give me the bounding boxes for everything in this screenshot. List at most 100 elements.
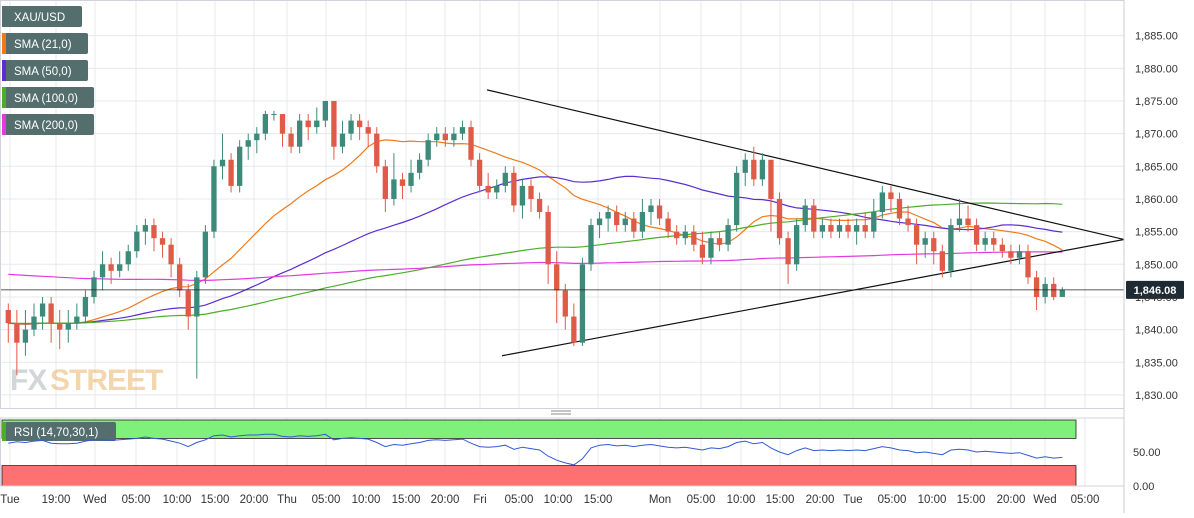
candle-body: [708, 238, 714, 258]
x-tick-label: 20:00: [806, 494, 835, 506]
candle-body: [211, 166, 217, 232]
candle-body: [442, 133, 448, 141]
candle-body: [236, 146, 243, 186]
legend-label: XAU/USD: [14, 12, 65, 24]
svg-text:FX: FX: [10, 364, 47, 397]
candle-body: [39, 303, 46, 317]
x-tick-label: 05:00: [1071, 494, 1100, 506]
y-tick-label: 1,840.00: [1135, 325, 1178, 337]
legend-swatch: [2, 33, 6, 54]
candle-body: [956, 218, 963, 226]
candle-body: [356, 120, 363, 128]
candle-body: [219, 159, 226, 167]
x-tick-label: 15:00: [766, 494, 795, 506]
candle-body: [22, 329, 29, 343]
candle-body: [776, 198, 783, 239]
candle-body: [528, 185, 534, 199]
x-tick-label: 15:00: [957, 494, 986, 506]
candle-body: [554, 264, 560, 291]
candle-body: [871, 212, 877, 232]
candle-body: [142, 225, 149, 232]
candle-body: [785, 238, 791, 265]
legend-item-box: [2, 87, 94, 108]
candle-body: [82, 296, 89, 317]
legend-swatch: [2, 114, 6, 135]
x-tick-label: Tue: [843, 494, 862, 506]
candle-body: [408, 172, 414, 186]
candle-body: [151, 225, 157, 239]
candle-body: [1042, 283, 1048, 297]
x-tick-label: 19:00: [42, 494, 71, 506]
y-tick-label: 1,880.00: [1135, 63, 1178, 75]
candle-body: [279, 114, 286, 134]
candle-body: [168, 244, 174, 265]
candle-body: [288, 133, 294, 147]
legend-swatch: [2, 87, 6, 108]
x-tick-label: 20:00: [431, 494, 460, 506]
candle-body: [571, 316, 577, 343]
sma-50-line: [8, 175, 1063, 325]
candle-body: [931, 238, 937, 252]
candle-body: [682, 231, 688, 239]
y-tick-label: 1,875.00: [1135, 96, 1178, 108]
svg-text:STREET: STREET: [50, 364, 163, 397]
y-tick-label: 1,885.00: [1135, 31, 1178, 43]
candle-body: [734, 172, 740, 226]
candle-body: [416, 159, 423, 173]
candle-body: [1008, 251, 1014, 258]
candle-body: [819, 225, 826, 232]
candle-body: [939, 251, 945, 271]
legend-item-box: [2, 6, 82, 27]
candle-body: [879, 192, 886, 213]
candle-body: [665, 218, 671, 232]
candle-body: [476, 159, 483, 186]
candle-body: [836, 225, 843, 232]
candle-body: [374, 133, 380, 167]
candle-body: [262, 114, 269, 134]
candle-body: [991, 238, 997, 245]
candle-body: [399, 179, 406, 186]
x-tick-label: 10:00: [727, 494, 756, 506]
candle-body: [759, 159, 766, 180]
last-price-marker: 1,846.08: [0, 280, 1184, 299]
candle-body: [185, 290, 191, 317]
candle-body: [699, 244, 706, 258]
x-tick-label: 05:00: [505, 494, 534, 506]
candle-body: [74, 316, 80, 324]
candle-body: [305, 120, 311, 128]
candles: [5, 100, 1065, 379]
candle-body: [228, 159, 234, 186]
rsi-oversold-band: [1, 465, 1077, 487]
candle-body: [811, 205, 817, 232]
x-tick-label: Mon: [649, 494, 671, 506]
legend-item-box: [2, 60, 88, 81]
legend-label: SMA (100,0): [14, 93, 78, 105]
candle-body: [639, 212, 646, 232]
moving-averages: [8, 139, 1063, 325]
candle-body: [1016, 251, 1023, 258]
candle-body: [828, 225, 834, 232]
y-tick-label: 1,860.00: [1135, 194, 1178, 206]
candle-body: [751, 159, 757, 180]
x-tick-label: Wed: [83, 494, 106, 506]
x-tick-label: Fri: [473, 494, 486, 506]
candle-body: [125, 251, 131, 265]
panel-resize-handle[interactable]: [551, 410, 571, 415]
candle-body: [65, 323, 71, 330]
rsi-line: [8, 433, 1063, 466]
candle-body: [382, 166, 388, 199]
candle-body: [177, 264, 183, 291]
candle-body: [674, 231, 680, 239]
candle-body: [425, 140, 431, 160]
trendline-lower: [501, 238, 1124, 357]
candle-body: [536, 198, 543, 213]
x-tick-label: Tue: [0, 494, 19, 506]
x-tick-label: 10:00: [163, 494, 192, 506]
candle-body: [91, 277, 97, 297]
rsi-series: [8, 433, 1063, 466]
candle-body: [494, 185, 500, 193]
legend-swatch: [2, 60, 6, 81]
candle-body: [296, 120, 303, 147]
